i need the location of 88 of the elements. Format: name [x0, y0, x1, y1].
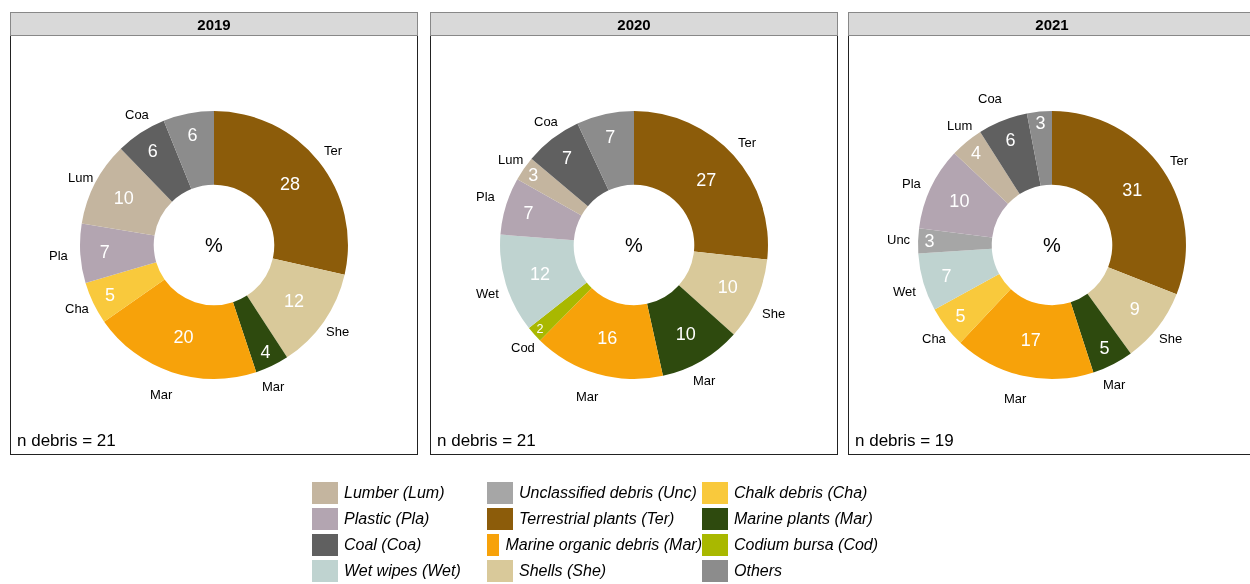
slice-label: She [1159, 331, 1183, 346]
slice-label: Lum [68, 170, 94, 185]
data-label: 3 [924, 231, 935, 252]
slice-label: Pla [476, 189, 496, 204]
category-label: Marine organic debris (Mar) [505, 536, 702, 554]
data-label: 6 [187, 124, 198, 145]
category-label: Chalk debris (Cha) [734, 484, 868, 502]
slice-label: Lum [498, 152, 524, 167]
donut-slice [918, 248, 1000, 310]
slice-label: Mar [262, 379, 286, 394]
slice-label: Mar [150, 387, 174, 402]
data-label: 7 [562, 147, 573, 168]
category-label: Coal (Coa) [344, 536, 422, 554]
data-label: 20 [173, 327, 194, 348]
data-label: 6 [1005, 130, 1016, 151]
chart-title: 2020 [430, 12, 838, 36]
category-label: Unclassified debris (Unc) [519, 484, 697, 502]
donut-slice [1026, 111, 1052, 186]
category-label: Marine plants (Mar) [734, 510, 873, 528]
donut-slice [1070, 293, 1131, 373]
slice-label: Ter [1170, 153, 1189, 168]
data-label: 5 [1099, 338, 1110, 359]
text: n debris = 21 [17, 431, 116, 450]
data-label: 7 [523, 202, 534, 223]
data-label: 12 [530, 263, 551, 284]
slice-label: Wet [476, 286, 500, 301]
chart-title: 2021 [848, 12, 1250, 36]
slice-label: She [326, 324, 350, 339]
slice-label: Cod [511, 340, 535, 355]
slice-label: Cha [922, 331, 947, 346]
donut-slice [80, 223, 157, 284]
donut-slice [918, 228, 993, 254]
category-label: Wet wipes (Wet) [344, 562, 461, 580]
slice-label: Mar [693, 373, 717, 388]
slice-label: Mar [1103, 377, 1127, 392]
data-label: 10 [675, 323, 696, 344]
slice-label: Pla [49, 248, 69, 263]
data-label: 17 [1020, 329, 1041, 350]
text: % [625, 234, 643, 256]
data-label: 9 [1129, 299, 1140, 320]
slice-label: Lum [947, 118, 973, 133]
slice-label: Pla [902, 176, 922, 191]
data-label: 7 [605, 127, 616, 148]
category-label: Plastic (Pla) [344, 510, 430, 528]
data-label: 4 [260, 342, 271, 363]
data-label: 5 [955, 306, 966, 327]
slice-label: Wet [893, 284, 917, 299]
slice-label: Coa [534, 114, 559, 129]
data-label: 2 [536, 322, 544, 337]
data-label: 3 [528, 165, 539, 186]
slice-label: She [762, 306, 786, 321]
slice-label: Coa [978, 91, 1003, 106]
text: n debris = 19 [855, 431, 954, 450]
data-label: 10 [113, 187, 134, 208]
category-label: Others [734, 562, 783, 580]
category-label: Terrestrial plants (Ter) [519, 510, 675, 528]
slice-label: Unc [887, 232, 911, 247]
data-label: 10 [949, 191, 970, 212]
category-label: Lumber (Lum) [344, 484, 445, 502]
category-label: Shells (She) [519, 562, 607, 580]
category-label: Codium bursa (Cod) [734, 536, 879, 554]
chart-title: 2019 [10, 12, 418, 36]
donut-slice [577, 111, 634, 191]
data-label: 12 [283, 290, 304, 311]
text: % [205, 234, 223, 256]
text: n debris = 21 [437, 431, 536, 450]
donut-slice [528, 282, 592, 341]
slice-label: Coa [125, 107, 150, 122]
data-label: 27 [696, 170, 717, 191]
data-label: 7 [941, 265, 952, 286]
slice-label: Mar [576, 389, 600, 404]
donut-slice [104, 279, 257, 379]
data-label: 10 [717, 276, 738, 297]
donut-slice [500, 179, 582, 241]
slice-label: Cha [65, 301, 90, 316]
data-label: 6 [147, 140, 158, 161]
data-label: 4 [971, 143, 982, 164]
data-label: 3 [1035, 113, 1046, 134]
data-label: 28 [279, 174, 300, 195]
data-label: 7 [99, 242, 110, 263]
data-label: 5 [104, 285, 115, 306]
data-label: 31 [1122, 180, 1143, 201]
slice-label: Ter [738, 135, 757, 150]
text: % [1043, 234, 1061, 256]
slice-label: Ter [324, 143, 343, 158]
data-label: 16 [597, 328, 618, 349]
slice-label: Mar [1004, 391, 1028, 406]
donut-slice [163, 111, 214, 190]
